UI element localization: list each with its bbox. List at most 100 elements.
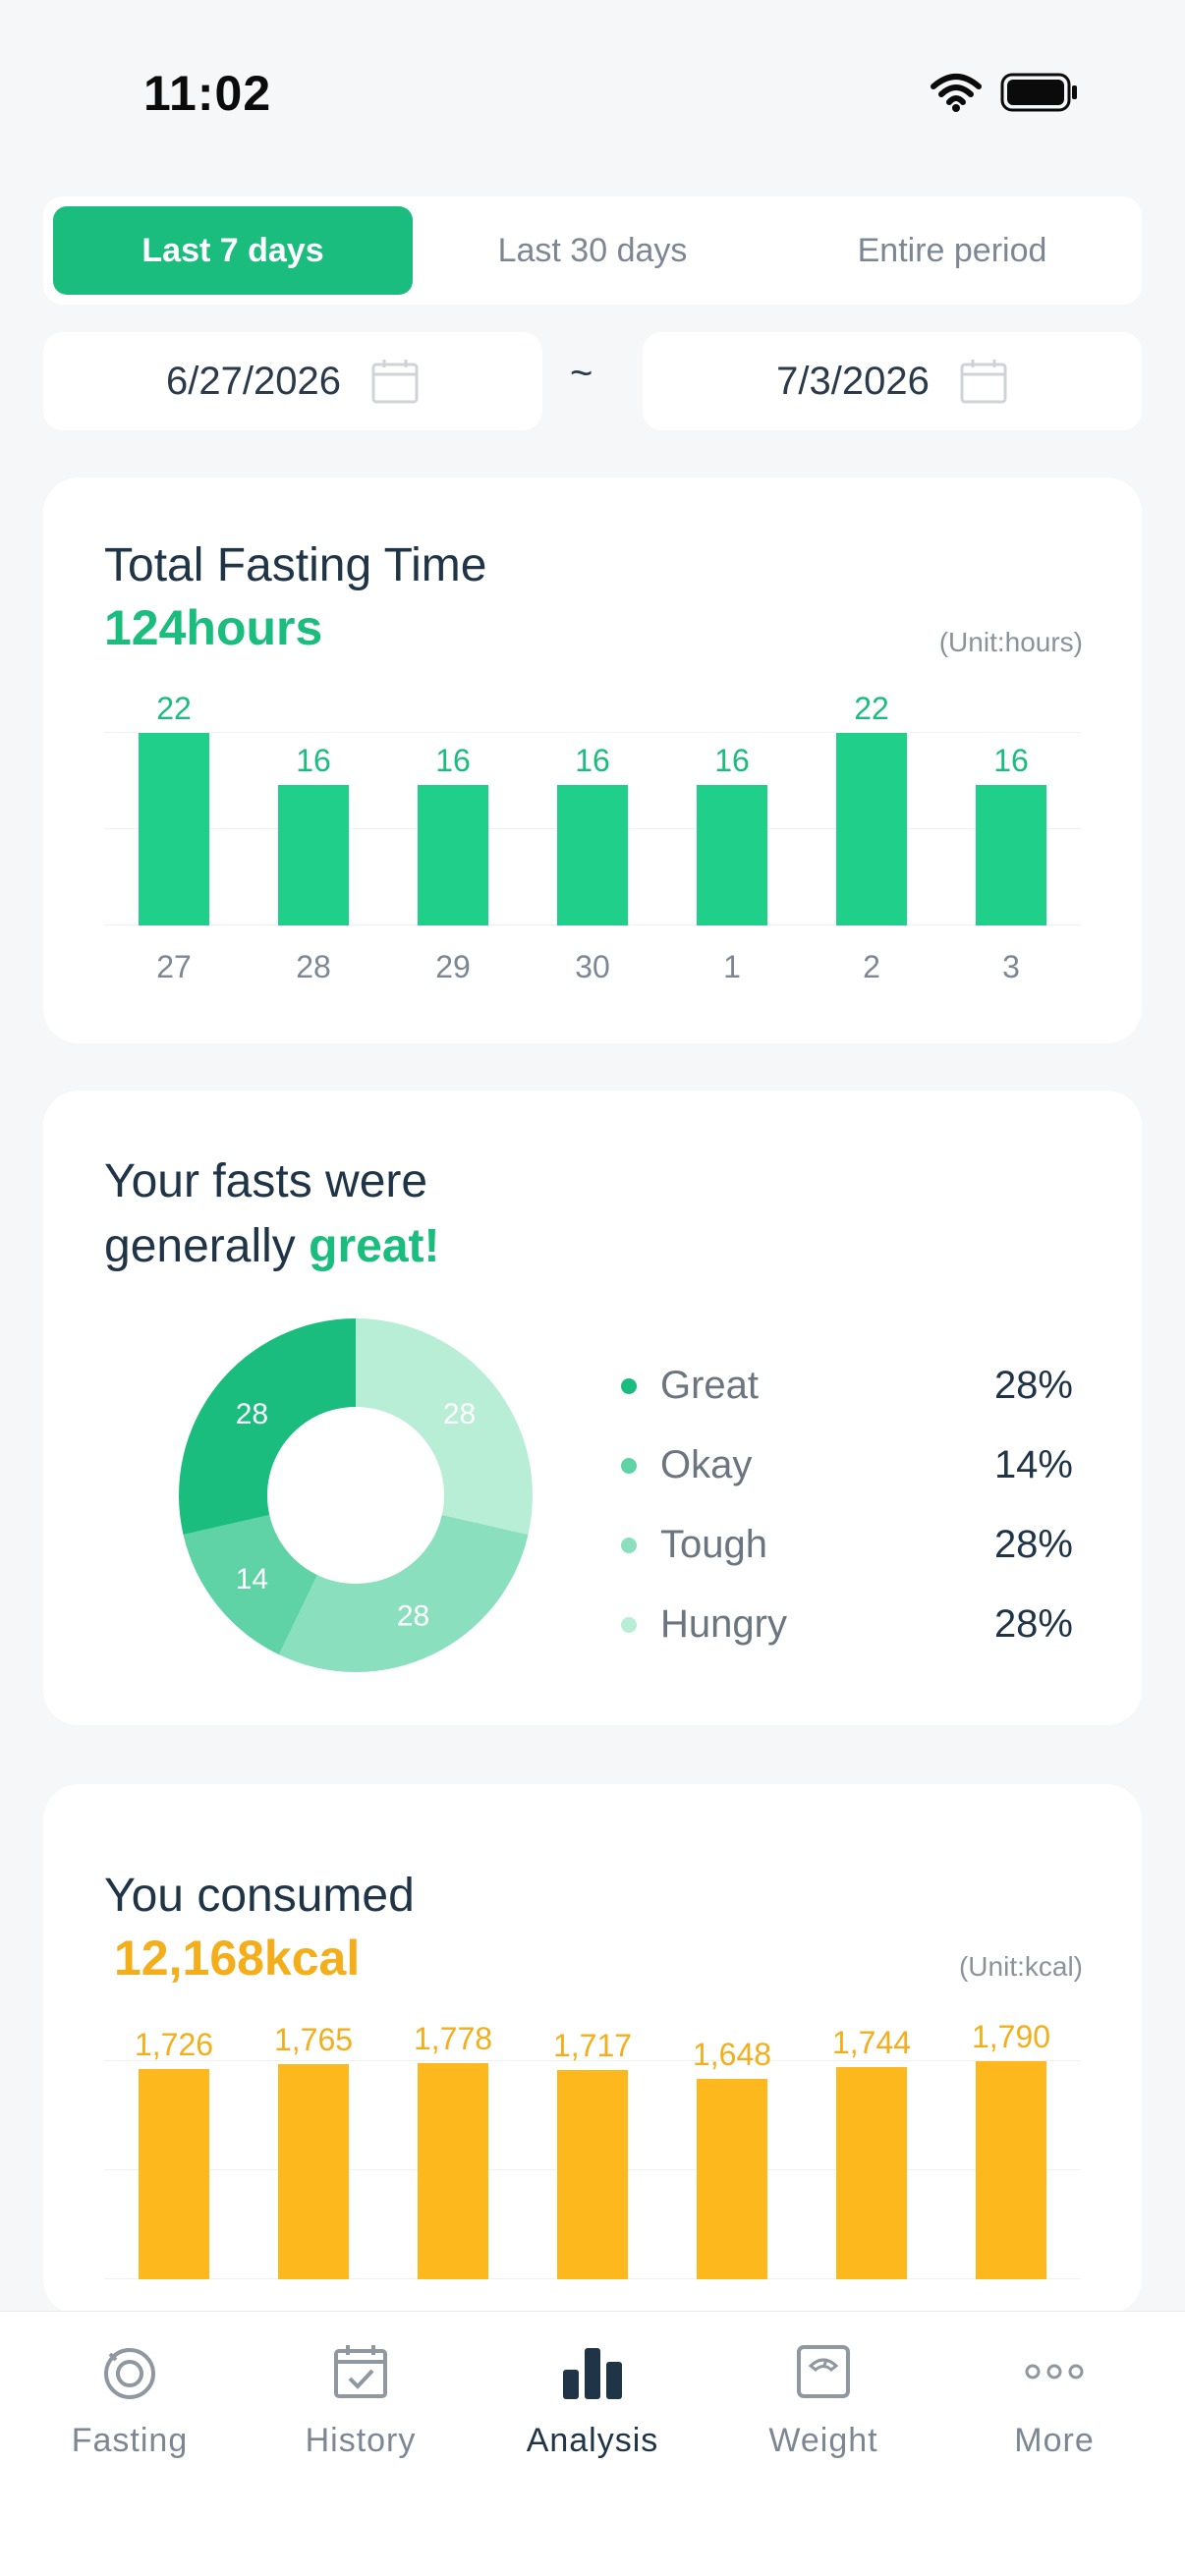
fasting-x-label: 27 [156,949,192,984]
fasting-bar-value-label: 16 [993,743,1029,779]
status-time: 11:02 [143,66,272,121]
fasting-x-label: 1 [723,949,741,984]
legend-label: Hungry [660,1602,787,1646]
fasting-bar-value-label: 16 [296,743,331,779]
legend-label: Okay [660,1443,753,1486]
legend-percent: 28% [993,1523,1073,1566]
end-date-picker[interactable]: 7/3/2026 [643,332,1142,430]
calories-bar-fill [278,2064,349,2279]
fasting-x-label: 30 [575,949,610,984]
calendar-icon [960,360,1007,404]
donut-slice-okay [183,1515,317,1655]
nav-analysis-label: Analysis [526,2422,659,2459]
fasting-total: 124hours [104,600,323,655]
nav-fasting[interactable]: Fasting [12,2337,248,2460]
mood-title-line1: Your fasts were [104,1155,428,1207]
fasting-bar-fill [836,733,907,925]
donut-slice-label: 28 [397,1600,429,1633]
calories-bar-3: 1,717 [553,2028,632,2279]
calories-bar-value-label: 1,726 [134,2026,214,2062]
nav-weight[interactable]: Weight [705,2337,941,2460]
legend-dot [621,1377,637,1394]
calories-bar-1: 1,765 [274,2022,353,2279]
fasting-bar-fill [976,785,1046,925]
mood-title: Your fasts were generally great! [104,1149,439,1279]
calories-bar-fill [836,2066,907,2279]
calories-bar-4: 1,648 [693,2037,771,2279]
donut-slice-label: 14 [236,1563,268,1596]
fasting-bar-value-label: 16 [714,743,750,779]
mood-title-prefix: generally [104,1220,310,1272]
tab-last-30-days[interactable]: Last 30 days [497,231,688,269]
fasting-bar-chart: 22 27 16 28 16 29 16 30 16 1 22 2 16 3 [104,691,1081,984]
nav-more-label: More [1014,2422,1095,2459]
calories-bar-fill [976,2061,1046,2279]
calories-bar-value-label: 1,717 [552,2028,633,2064]
calories-bar-6: 1,790 [972,2019,1050,2279]
tab-last-7-days[interactable]: Last 7 days [53,206,413,295]
legend-label: Great [660,1364,760,1407]
calories-bar-value-label: 1,765 [273,2022,354,2058]
legend-item-tough: Tough 28% [621,1505,1073,1585]
legend-item-great: Great 28% [621,1346,1073,1426]
donut-slice-label: 28 [236,1398,268,1430]
start-date-picker[interactable]: 6/27/2026 [43,332,542,430]
fasting-bar-fill [418,785,488,925]
nav-history-label: History [305,2422,417,2459]
fasting-bar-2: 16 [418,733,488,925]
calories-bar-fill [697,2078,767,2279]
calories-bar-0: 1,726 [135,2027,213,2279]
legend-percent: 28% [993,1364,1073,1407]
donut-slice-great [178,1318,356,1536]
fasting-x-label: 2 [863,949,880,984]
legend-percent: 14% [993,1443,1073,1486]
fasting-bar-1: 16 [278,733,349,925]
fasting-timer-icon [104,2347,155,2399]
donut-slice-tough [278,1515,529,1672]
battery-icon [1000,73,1077,112]
fasting-x-label: 3 [1002,949,1020,984]
fasting-time-card: Total Fasting Time 124hours (Unit:hours)… [43,477,1142,1043]
calories-bar-5: 1,744 [832,2025,911,2279]
fasting-bar-value-label: 22 [854,691,889,726]
tab-entire-period[interactable]: Entire period [857,231,1047,269]
fasting-bar-fill [697,785,767,925]
bar-chart-icon [563,2348,622,2399]
nav-weight-label: Weight [768,2422,878,2459]
fasting-bar-value-label: 16 [435,743,471,779]
calories-bar-value-label: 1,744 [831,2024,912,2060]
donut-slice-hungry [356,1318,533,1536]
nav-more[interactable]: More [936,2337,1172,2460]
fasting-bar-fill [557,785,628,925]
legend-item-hungry: Hungry 28% [621,1585,1073,1664]
calories-bar-value-label: 1,778 [413,2020,493,2056]
calories-bar-2: 1,778 [414,2021,492,2279]
legend-dot [621,1537,637,1553]
donut-slice-label: 28 [443,1398,476,1430]
fasting-bar-value-label: 22 [156,691,192,726]
calories-card: You consumed 12,168kcal (Unit:kcal) 1,72… [43,1784,1142,2315]
nav-analysis[interactable]: Analysis [475,2337,710,2460]
fasting-mood-card: Your fasts were generally great! 28 28 14 2… [43,1091,1142,1725]
fasting-bar-6: 16 [976,733,1046,925]
date-separator: ~ [570,352,593,395]
calories-bar-fill [418,2062,488,2279]
fasting-bar-4: 16 [697,733,767,925]
mood-legend: Great 28% Okay 14% Tough 28% Hungry 28% [621,1346,1073,1664]
end-date-value: 7/3/2026 [776,359,930,403]
mood-donut-chart: 28 28 14 28 [178,1318,533,1672]
more-dots-icon [1025,2364,1084,2380]
legend-dot [621,1457,637,1474]
start-date-value: 6/27/2026 [166,359,341,403]
calendar-icon [371,360,419,404]
gridline [104,732,1081,733]
calories-bar-value-label: 1,790 [971,2019,1051,2054]
nav-history[interactable]: History [243,2337,479,2460]
calories-bar-fill [557,2070,628,2279]
legend-percent: 28% [993,1602,1073,1646]
fasting-x-label: 28 [296,949,331,984]
bottom-navigation: Fasting History [0,2311,1185,2576]
range-tabs: Last 7 days Last 30 days Entire period [43,196,1142,305]
fasting-bar-3: 16 [557,733,628,925]
